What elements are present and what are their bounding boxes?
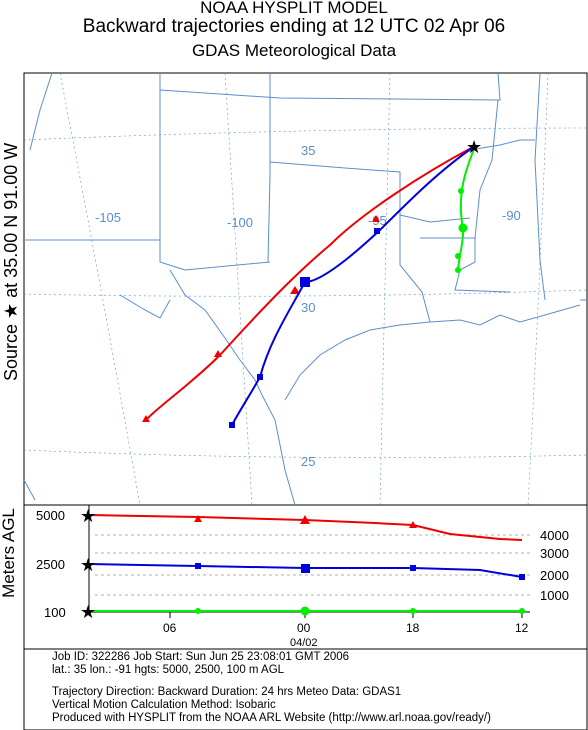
trajectory-blue-map [231, 145, 476, 426]
rtick-1000: 1000 [540, 588, 569, 603]
grid-lon-100 [224, 72, 253, 506]
hmarker-red-3 [409, 521, 417, 528]
footer-location-line: lat.: 35 lon.: -91 hgts: 5000, 2500, 100… [52, 664, 285, 676]
border-tennessee [469, 139, 535, 151]
label-lat-30: 30 [301, 300, 315, 315]
border-louisiana-north [420, 237, 511, 293]
data-source-title: GDAS Meteorological Data [191, 41, 397, 60]
start-star-blue-icon: ★ [80, 555, 96, 575]
footer-frame [23, 648, 588, 730]
border-texas-panhandle [267, 174, 271, 263]
marker-blue-4 [229, 422, 235, 428]
rtick-2000: 2000 [540, 568, 569, 583]
coast-texas-gulf [284, 321, 431, 401]
hmarker-red-2 [300, 515, 310, 524]
ytick-2500: 2500 [36, 557, 65, 572]
footer-job-line: Job ID: 322286 Job Start: Sun Jun 25 23:… [52, 651, 350, 663]
source-star-icon: ★ [466, 137, 482, 157]
marker-green-4 [455, 267, 461, 273]
trajectory-red-map [145, 145, 476, 421]
hmarker-red-1 [194, 515, 202, 522]
height-axes [88, 505, 530, 618]
label-lat-35: 35 [301, 143, 315, 158]
border-red-river [399, 214, 471, 223]
grid-lat-35 [23, 127, 588, 141]
marker-blue-2 [300, 277, 310, 287]
map-frame [23, 72, 588, 506]
grid-lon-105 [59, 72, 141, 506]
marker-red-2 [290, 286, 300, 294]
hmarker-green-4 [519, 608, 525, 614]
rtick-3000: 3000 [540, 546, 569, 561]
border-alabama [534, 72, 546, 301]
height-line-blue [88, 563, 523, 578]
state-boundaries [23, 72, 587, 506]
chart-title: Backward trajectories ending at 12 UTC 0… [82, 16, 506, 37]
start-star-red-icon: ★ [80, 506, 96, 526]
hmarker-blue-1 [195, 563, 201, 569]
marker-green-1 [458, 188, 464, 194]
start-star-green-icon: ★ [80, 602, 96, 622]
hmarker-green-2 [300, 606, 310, 616]
model-title: NOAA HYSPLIT MODEL [200, 0, 388, 17]
border-oklahoma [269, 161, 401, 215]
marker-red-3 [214, 350, 222, 357]
lat-lon-grid [23, 72, 588, 506]
footer-produced-line: Produced with HYSPLIT from the NOAA ARL … [52, 712, 491, 724]
x-date-label: 04/02 [290, 637, 318, 649]
footer-direction-line: Trajectory Direction: Backward Duration:… [52, 686, 402, 698]
coast-texas-south [261, 394, 296, 506]
marker-red-1 [372, 215, 380, 222]
height-line-red [88, 514, 523, 541]
marker-green-2 [458, 223, 468, 233]
coast-louisiana [429, 304, 581, 326]
hmarker-green-1 [195, 608, 201, 614]
label-lon-105: -105 [95, 210, 121, 225]
hmarker-blue-3 [410, 565, 416, 571]
marker-blue-1 [374, 228, 380, 234]
xtick-18: 18 [406, 621, 420, 635]
hmarker-green-3 [410, 608, 416, 614]
border-new-mexico-south [159, 240, 271, 271]
xtick-06: 06 [163, 621, 177, 635]
ytick-100: 100 [44, 605, 66, 620]
xtick-12: 12 [515, 621, 529, 635]
hmarker-blue-2 [301, 564, 310, 573]
border-louisiana-west [399, 215, 431, 323]
ytick-5000: 5000 [36, 508, 65, 523]
label-lon-90: -90 [502, 208, 521, 223]
border-rio-grande-1 [169, 269, 263, 396]
footer-method-line: Vertical Motion Calculation Method: Isob… [52, 699, 276, 711]
coast-baja [23, 479, 36, 501]
marker-red-4 [142, 415, 150, 422]
border-colorado-kansas [159, 72, 501, 101]
trajectory-green-map [457, 145, 476, 271]
rtick-4000: 4000 [540, 528, 569, 543]
xtick-00: 00 [297, 621, 311, 635]
hmarker-blue-4 [519, 574, 525, 580]
border-nevada [29, 72, 53, 151]
label-lat-25: 25 [301, 454, 315, 469]
grid-lon-95 [379, 72, 391, 506]
marker-green-3 [455, 253, 461, 259]
marker-blue-3 [257, 374, 263, 380]
grid-lat-30 [23, 289, 588, 297]
border-rio-grande-2 [119, 294, 171, 319]
grid-lon-90 [527, 72, 549, 506]
border-mississippi-river [474, 99, 499, 239]
label-lon-100: -100 [227, 215, 253, 230]
